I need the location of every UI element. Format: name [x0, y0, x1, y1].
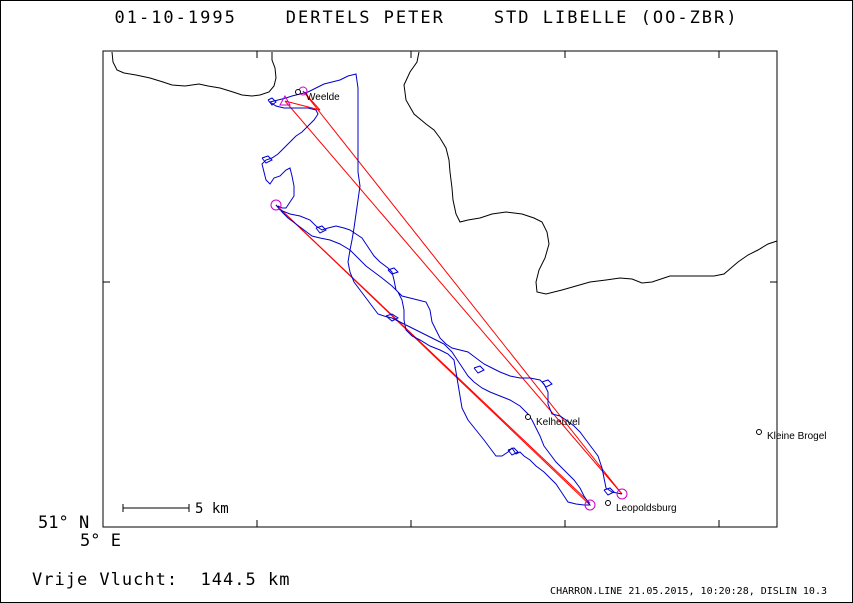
task-lines	[275, 90, 623, 506]
axis-ticks	[103, 51, 777, 527]
flight-title: 01-10-1995 DERTELS PETER STD LIBELLE (OO…	[0, 8, 853, 28]
place-label-weelde: Weelde	[306, 92, 340, 103]
turnpoint-leopoldsburg-circle	[584, 499, 596, 511]
task-leg-4	[275, 204, 591, 504]
footer-credit: CHARRON.LINE 21.05.2015, 10:20:28, DISLI…	[550, 586, 827, 597]
place-label-kleine-brogel: Kleine Brogel	[767, 431, 826, 442]
plot-border	[102, 50, 778, 528]
task-leg-6	[284, 100, 321, 111]
place-label-kelheuvel: Kelheuvel	[536, 417, 580, 428]
place-marker-leopoldsburg	[605, 500, 611, 506]
flight-distance-summary: Vrije Vlucht: 144.5 km	[32, 570, 290, 590]
track-thermals	[261, 97, 615, 496]
place-marker-kleine-brogel	[756, 429, 762, 435]
scale-bar-label: 5 km	[195, 501, 229, 517]
border-lines	[111, 51, 778, 295]
longitude-label: 5° E	[80, 531, 121, 551]
place-markers	[295, 89, 762, 506]
task-leg-1	[284, 100, 623, 495]
start-triangle	[279, 94, 291, 106]
flight-track	[261, 73, 623, 506]
place-label-leopoldsburg: Leopoldsburg	[616, 503, 677, 514]
scale-bar	[122, 504, 190, 512]
pilot-name: DERTELS PETER	[285, 8, 445, 28]
glider-name: STD LIBELLE (OO-ZBR)	[493, 8, 739, 28]
latitude-label: 51° N	[38, 513, 90, 533]
flight-date: 01-10-1995	[114, 8, 237, 28]
place-marker-weelde	[295, 89, 301, 95]
border-nw	[111, 51, 277, 97]
turnpoint-east-circle	[616, 488, 628, 500]
task-leg-2	[302, 90, 623, 495]
turnpoint-west-circle	[270, 199, 282, 211]
flight-type-label: Vrije Vlucht:	[32, 570, 179, 590]
flight-distance-value: 144.5 km	[200, 570, 291, 590]
place-marker-kelheuvel	[525, 414, 531, 420]
border-ne	[403, 51, 778, 295]
turnpoint-markers	[270, 86, 628, 511]
